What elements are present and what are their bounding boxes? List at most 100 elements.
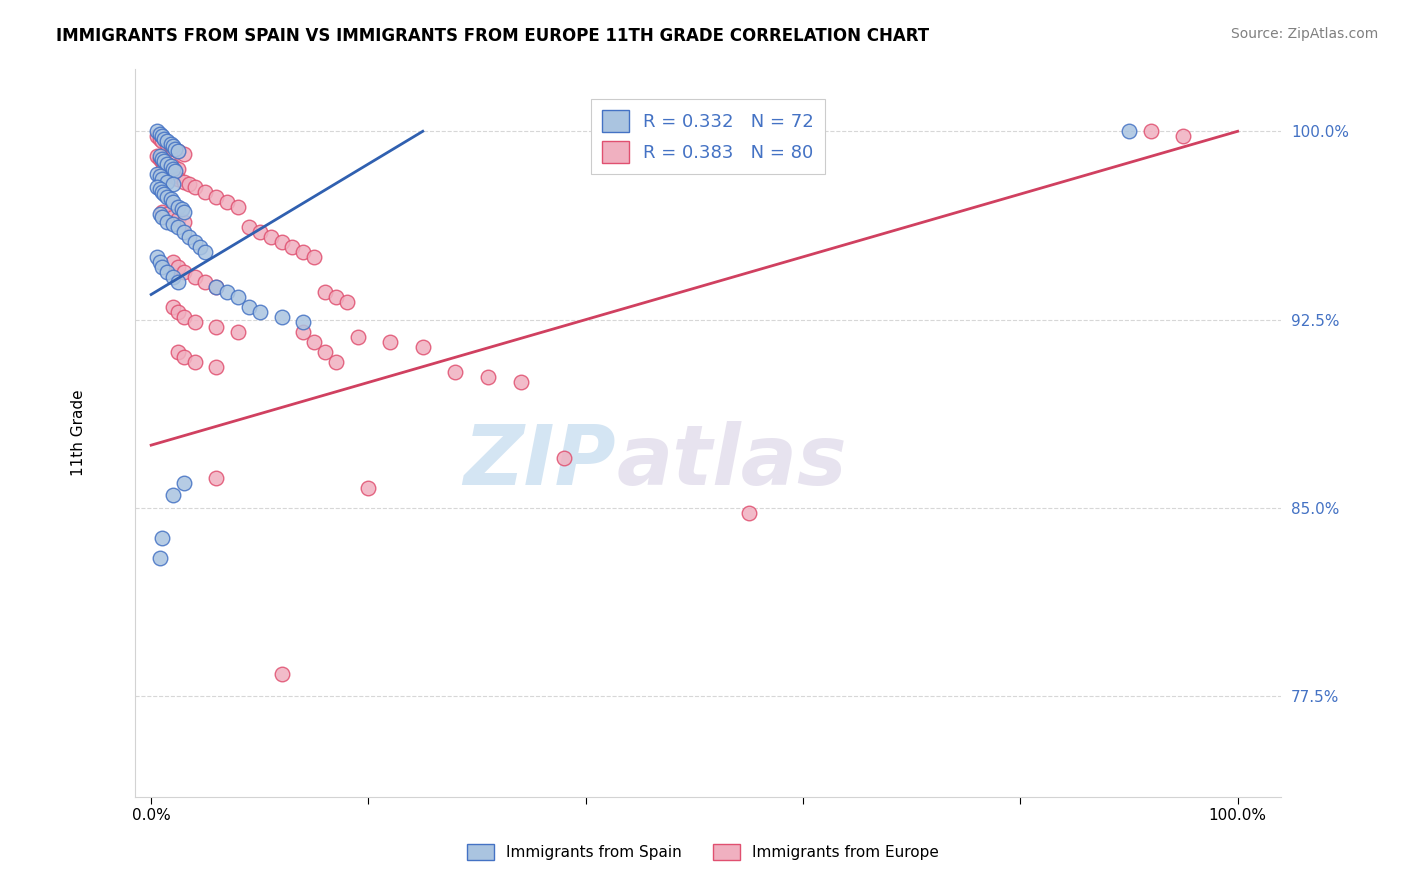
Point: [194, 275, 217, 289]
Point: [167, 305, 190, 319]
Point: [205, 189, 228, 203]
Point: [314, 285, 336, 299]
Point: [249, 305, 271, 319]
Point: [336, 295, 359, 310]
Point: [149, 551, 172, 566]
Point: [159, 139, 181, 153]
Legend: Immigrants from Spain, Immigrants from Europe: Immigrants from Spain, Immigrants from E…: [461, 838, 945, 866]
Point: [150, 129, 173, 144]
Point: [149, 255, 172, 269]
Point: [162, 161, 184, 176]
Point: [167, 212, 190, 227]
Point: [238, 300, 260, 314]
Point: [162, 160, 184, 174]
Point: [179, 229, 201, 244]
Point: [150, 154, 173, 169]
Point: [167, 345, 190, 359]
Point: [412, 340, 434, 354]
Point: [226, 325, 249, 339]
Point: [156, 265, 179, 279]
Point: [162, 488, 184, 502]
Point: [162, 217, 184, 231]
Point: [444, 365, 467, 379]
Point: [167, 145, 190, 159]
Point: [167, 275, 190, 289]
Point: [150, 204, 173, 219]
Point: [183, 355, 205, 369]
Point: [165, 164, 187, 178]
Point: [150, 134, 173, 148]
Point: [149, 127, 172, 141]
Point: [173, 174, 195, 188]
Point: [145, 149, 167, 163]
Point: [153, 187, 176, 202]
Point: [162, 194, 184, 209]
Point: [509, 376, 531, 390]
Point: [1139, 124, 1161, 138]
Point: [173, 310, 195, 324]
Text: IMMIGRANTS FROM SPAIN VS IMMIGRANTS FROM EUROPE 11TH GRADE CORRELATION CHART: IMMIGRANTS FROM SPAIN VS IMMIGRANTS FROM…: [56, 27, 929, 45]
Y-axis label: 11th Grade: 11th Grade: [72, 389, 86, 476]
Point: [145, 124, 167, 138]
Point: [173, 351, 195, 365]
Point: [217, 285, 239, 299]
Point: [162, 255, 184, 269]
Point: [156, 136, 179, 151]
Point: [205, 471, 228, 485]
Point: [217, 194, 239, 209]
Point: [194, 244, 217, 259]
Point: [302, 335, 325, 350]
Point: [205, 280, 228, 294]
Point: [150, 210, 173, 224]
Point: [162, 269, 184, 284]
Point: [173, 225, 195, 239]
Point: [205, 360, 228, 375]
Point: [150, 164, 173, 178]
Legend: R = 0.332   N = 72, R = 0.383   N = 80: R = 0.332 N = 72, R = 0.383 N = 80: [591, 99, 825, 174]
Point: [149, 152, 172, 166]
Point: [553, 450, 575, 465]
Point: [357, 481, 380, 495]
Point: [183, 235, 205, 249]
Point: [249, 225, 271, 239]
Point: [292, 325, 315, 339]
Point: [156, 215, 179, 229]
Point: [179, 177, 201, 191]
Point: [159, 136, 181, 151]
Point: [145, 179, 167, 194]
Point: [170, 202, 193, 216]
Point: [1173, 129, 1195, 144]
Point: [145, 250, 167, 264]
Point: [292, 244, 315, 259]
Point: [205, 280, 228, 294]
Point: [346, 330, 368, 344]
Point: [281, 240, 304, 254]
Text: atlas: atlas: [616, 421, 846, 502]
Point: [145, 129, 167, 144]
Point: [226, 290, 249, 304]
Point: [325, 290, 347, 304]
Point: [153, 154, 176, 169]
Point: [167, 161, 190, 176]
Point: [150, 185, 173, 199]
Point: [173, 475, 195, 490]
Point: [149, 132, 172, 146]
Point: [238, 219, 260, 234]
Point: [150, 531, 173, 545]
Point: [156, 207, 179, 221]
Point: [173, 215, 195, 229]
Point: [302, 250, 325, 264]
Point: [183, 179, 205, 194]
Point: [156, 167, 179, 181]
Point: [738, 506, 761, 520]
Point: [1118, 124, 1140, 138]
Point: [162, 139, 184, 153]
Point: [314, 345, 336, 359]
Point: [173, 204, 195, 219]
Point: [167, 219, 190, 234]
Text: Source: ZipAtlas.com: Source: ZipAtlas.com: [1230, 27, 1378, 41]
Point: [477, 370, 499, 384]
Point: [173, 265, 195, 279]
Point: [167, 145, 190, 159]
Point: [156, 189, 179, 203]
